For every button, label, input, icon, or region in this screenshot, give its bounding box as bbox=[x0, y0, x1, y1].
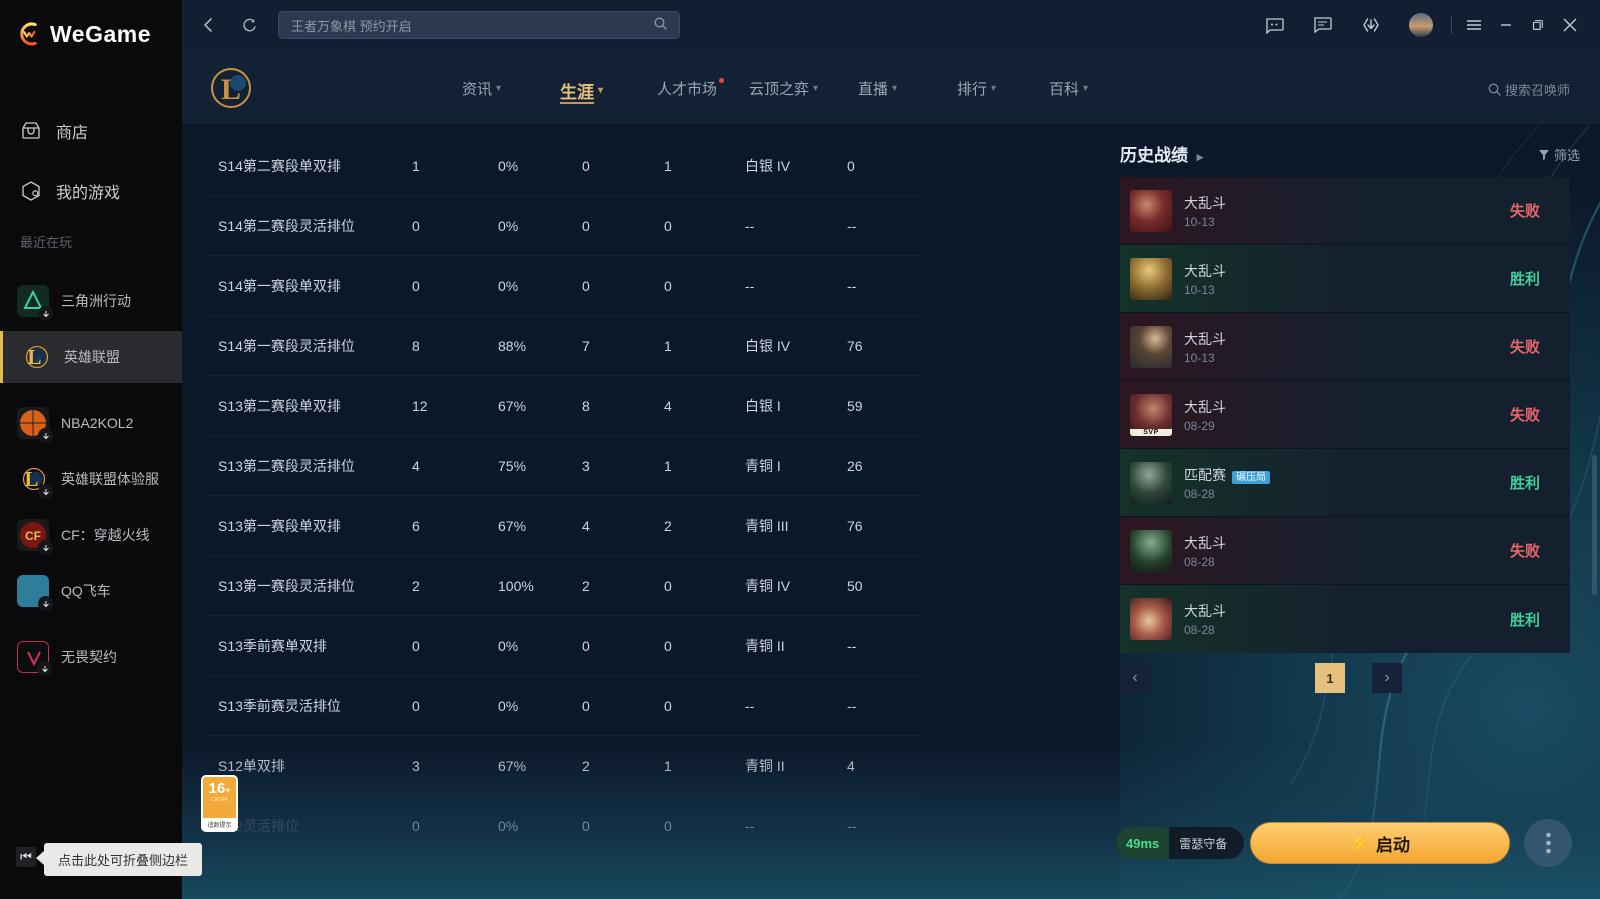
svg-text:L: L bbox=[24, 467, 38, 491]
svg-text:L: L bbox=[27, 345, 41, 369]
svg-text:CF: CF bbox=[25, 529, 41, 543]
